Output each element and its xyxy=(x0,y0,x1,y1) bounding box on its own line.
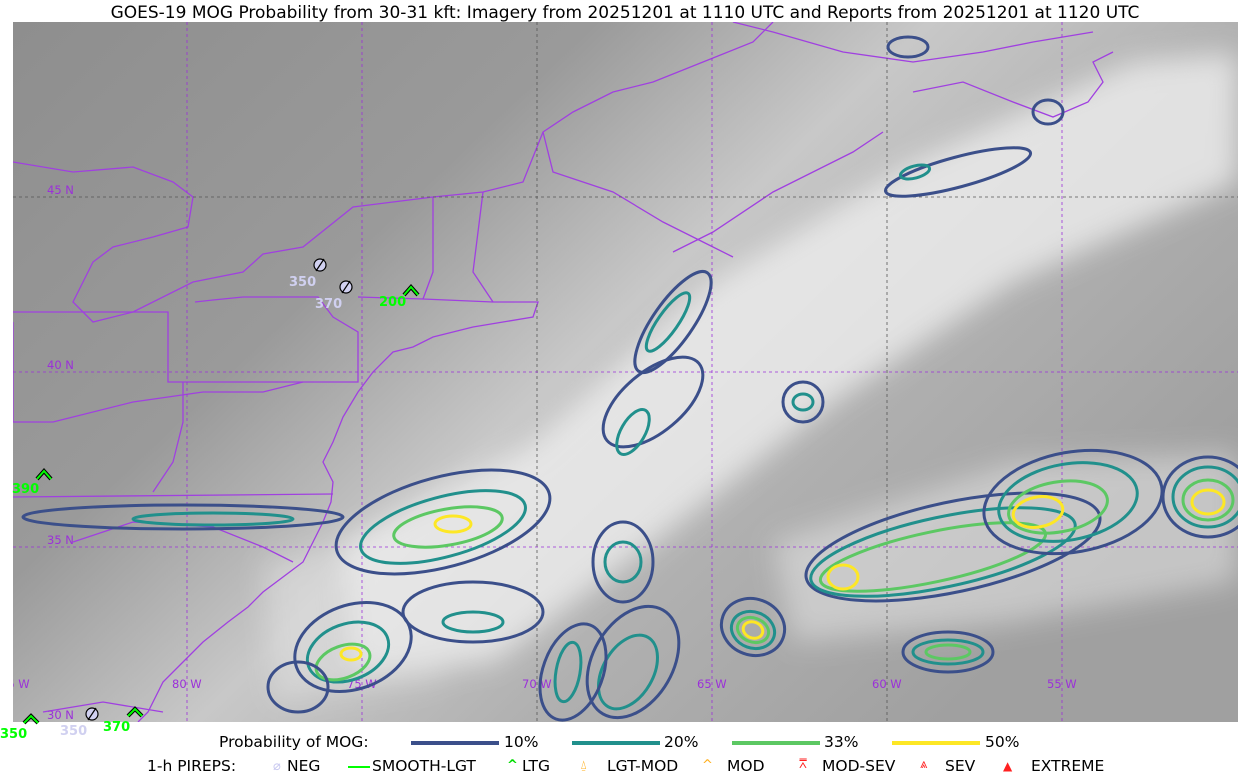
legend-extreme: EXTREME xyxy=(1031,757,1105,775)
legend-mod-sev: MOD-SEV xyxy=(822,757,896,775)
lon-label-55: 55 W xyxy=(1047,677,1077,691)
contour-10pct xyxy=(601,355,705,449)
lon-label-70: 70 W xyxy=(522,677,552,691)
ltg-caret-icon: ^ xyxy=(507,758,518,773)
contour-50pct xyxy=(1011,495,1065,529)
contour-20pct xyxy=(791,392,815,412)
contour-10pct xyxy=(585,604,681,720)
contour-10pct xyxy=(21,503,345,531)
contour-33pct xyxy=(1007,479,1109,535)
contour-20pct xyxy=(615,408,651,456)
contour-10pct xyxy=(781,380,825,424)
legend-mod: MOD xyxy=(727,757,765,775)
mod-caret-icon: ^ xyxy=(702,758,713,773)
lat-label-35: 35 N xyxy=(47,533,74,547)
lgt-mod-icon: ⍙ xyxy=(580,758,588,772)
contour-20pct xyxy=(1171,465,1238,529)
mog-probability-contours xyxy=(21,35,1238,722)
contour-20pct xyxy=(359,489,527,565)
contour-20pct xyxy=(911,638,985,666)
contour-10pct xyxy=(719,597,787,657)
probability-legend-title: Probability of MOG: xyxy=(219,733,369,751)
contour-10pct xyxy=(591,520,655,604)
smooth-lgt-line-icon xyxy=(348,766,370,768)
contour-20pct xyxy=(997,461,1139,543)
legend-label-10: 10% xyxy=(504,733,539,751)
contour-33pct xyxy=(314,642,372,682)
contour-20pct xyxy=(603,540,643,584)
contour-50pct xyxy=(741,620,765,640)
pirep-altitude: 350 xyxy=(60,724,87,739)
contour-20pct xyxy=(644,291,692,353)
legend-label-20: 20% xyxy=(664,733,699,751)
pirep-altitude: 370 xyxy=(103,720,130,735)
lon-label-65: 65 W xyxy=(697,677,727,691)
legend-lgt-mod: LGT-MOD xyxy=(607,757,679,775)
contour-20pct xyxy=(898,163,932,181)
contour-10pct xyxy=(401,580,545,644)
neg-icon: ⌀ xyxy=(273,759,281,774)
lon-label-60: 60 W xyxy=(872,677,902,691)
contour-10pct xyxy=(886,35,930,59)
legend-ltg: LTG xyxy=(522,757,550,775)
contour-33pct xyxy=(392,505,504,549)
legend-smooth-lgt: SMOOTH-LGT xyxy=(372,757,476,775)
contour-20pct xyxy=(809,506,1077,598)
lon-label-85: 85 W xyxy=(13,677,30,691)
lat-label-40: 40 N xyxy=(47,358,74,372)
lon-label-80: 80 W xyxy=(172,677,202,691)
legend-label-50: 50% xyxy=(985,733,1020,751)
contour-10pct xyxy=(334,468,552,576)
satellite-map: 45 N 40 N 35 N 30 N 85 W 80 W 75 W 70 W … xyxy=(13,22,1238,722)
contour-50pct xyxy=(339,646,363,662)
contour-10pct xyxy=(1031,98,1065,126)
contour-20pct xyxy=(305,620,391,684)
contour-50pct xyxy=(1190,488,1226,516)
legend-swatch-33 xyxy=(732,741,820,745)
pirep-altitude: 350 xyxy=(0,727,27,742)
legend-sev: SEV xyxy=(945,757,976,775)
longitude-labels: 85 W 80 W 75 W 70 W 65 W 60 W 55 W xyxy=(13,677,1077,691)
latitude-labels: 45 N 40 N 35 N 30 N xyxy=(47,183,74,722)
pirep-legend-title: 1-h PIREPS: xyxy=(147,757,237,775)
lat-lon-grid xyxy=(13,22,1238,722)
contour-33pct xyxy=(1181,478,1235,522)
legend-swatch-20 xyxy=(572,741,660,745)
sev-icon: ⩓ xyxy=(920,757,928,772)
contour-10pct xyxy=(266,660,330,714)
legend-swatch-10 xyxy=(411,741,499,745)
contour-10pct xyxy=(883,146,1033,198)
contour-50pct xyxy=(433,514,473,534)
contour-50pct xyxy=(826,563,860,591)
contour-20pct xyxy=(553,640,583,704)
contour-10pct xyxy=(633,270,713,374)
mod-sev-icon: ⩞ xyxy=(799,757,807,772)
contour-20pct xyxy=(441,610,505,634)
chart-title: GOES-19 MOG Probability from 30-31 kft: … xyxy=(110,3,1140,23)
legend-label-33: 33% xyxy=(824,733,859,751)
contour-33pct xyxy=(924,643,972,661)
legend-neg: NEG xyxy=(287,757,321,775)
legend-swatch-50 xyxy=(892,741,980,745)
contour-10pct xyxy=(901,630,995,674)
contour-10pct xyxy=(982,448,1164,556)
lat-label-30: 30 N xyxy=(47,708,74,722)
contour-10pct xyxy=(538,622,608,722)
contour-33pct xyxy=(735,615,771,645)
contour-10pct xyxy=(1161,455,1238,539)
contour-20pct xyxy=(729,609,777,651)
extreme-triangle-icon: ▲ xyxy=(1003,759,1013,773)
contour-20pct xyxy=(131,511,295,527)
lat-label-45: 45 N xyxy=(47,183,74,197)
